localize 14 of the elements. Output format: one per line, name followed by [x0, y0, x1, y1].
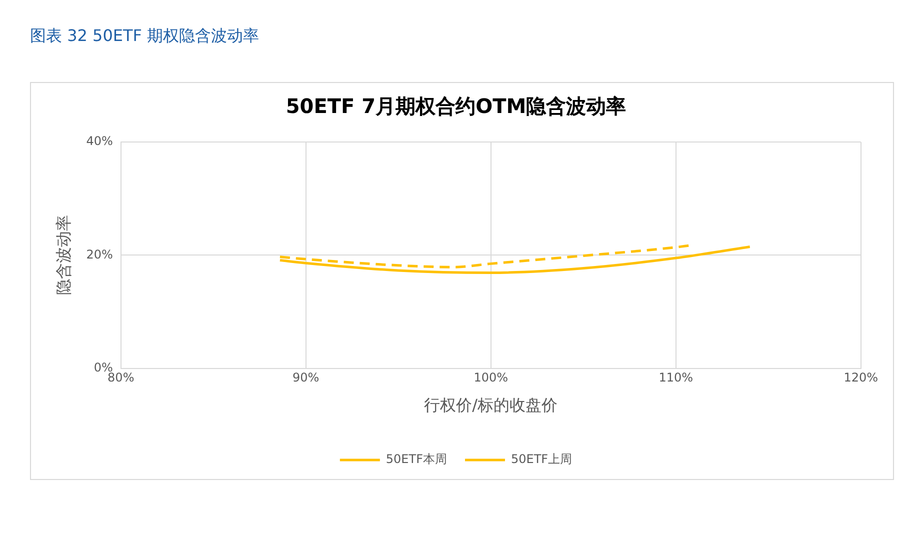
line-series [278, 245, 752, 274]
x-tick-label: 110% [658, 370, 694, 385]
y-tick-label: 20% [86, 247, 113, 262]
chart-title: 50ETF 7月期权合约OTM隐含波动率 [286, 94, 626, 118]
x-axis-title: 行权价/标的收盘价 [424, 396, 558, 415]
legend-label: 50ETF本周 [386, 452, 448, 466]
x-tick-label: 80% [108, 370, 134, 385]
x-tick-label: 100% [474, 370, 508, 385]
x-tick-label: 120% [844, 370, 878, 385]
text: 图表 32 50ETF 期权隐含波动率 [30, 26, 260, 47]
y-axis-title: 隐含波动率 [54, 215, 73, 296]
x-tick-label: 90% [292, 370, 320, 385]
y-tick-label: 40% [86, 134, 113, 148]
legend-label: 50ETF上周 [511, 452, 572, 466]
